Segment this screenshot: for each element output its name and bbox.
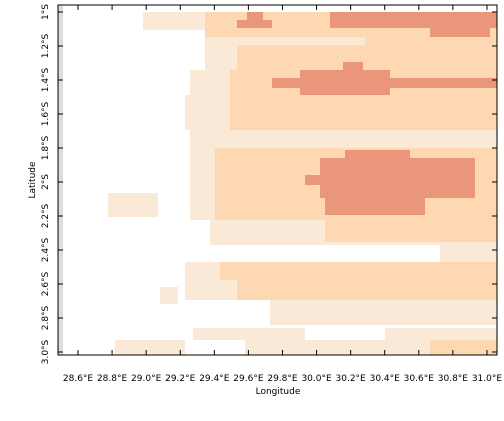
- y-tick-label: 3.0°S: [41, 339, 51, 364]
- x-tick-label: 30.4°E: [370, 374, 401, 384]
- y-tick-label: 1.8°S: [41, 135, 51, 160]
- y-tick-label: 1°S: [41, 4, 51, 20]
- y-axis-title: Latitude: [28, 161, 38, 199]
- x-tick-label: 29.2°E: [165, 374, 196, 384]
- x-tick-label: 30.0°E: [301, 374, 332, 384]
- x-tick-label: 30.8°E: [438, 374, 469, 384]
- x-tick-label: 29.4°E: [199, 374, 230, 384]
- y-tick-label: 1.6°S: [41, 101, 51, 126]
- x-tick-label: 28.8°E: [97, 374, 128, 384]
- x-axis-title: Longitude: [256, 387, 301, 397]
- frame: [57, 4, 498, 356]
- x-tick-label: 31.0°E: [472, 374, 503, 384]
- x-tick-label: 29.0°E: [131, 374, 162, 384]
- y-tick-label: 2.6°S: [41, 271, 51, 296]
- x-tick-label: 30.6°E: [404, 374, 435, 384]
- y-tick-label: 2.4°S: [41, 237, 51, 262]
- x-tick-label: 29.8°E: [267, 374, 298, 384]
- y-tick-label: 1.4°S: [41, 67, 51, 92]
- raster: [58, 5, 497, 355]
- y-tick-label: 2°S: [41, 174, 51, 190]
- y-tick-label: 1.2°S: [41, 33, 51, 58]
- x-tick-label: 30.2°E: [336, 374, 367, 384]
- y-tick-label: 2.8°S: [41, 305, 51, 330]
- y-tick-label: 2.2°S: [41, 203, 51, 228]
- x-tick-label: 29.6°E: [233, 374, 264, 384]
- x-tick-label: 28.6°E: [63, 374, 94, 384]
